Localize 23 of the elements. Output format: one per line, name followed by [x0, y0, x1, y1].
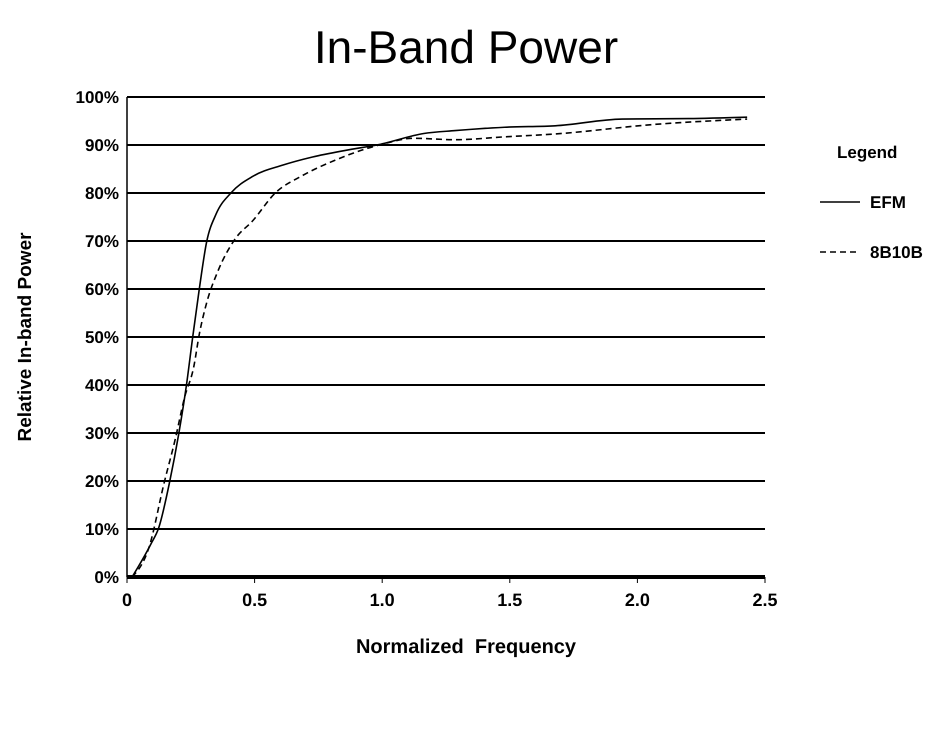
- x-tick-label: 1.0: [370, 590, 395, 610]
- y-tick-label: 30%: [84, 424, 119, 443]
- x-tick-label: 1.5: [497, 590, 522, 610]
- x-tick-label: 2.5: [752, 590, 778, 610]
- legend-label: 8B10B: [870, 243, 923, 262]
- y-tick-label: 80%: [84, 184, 119, 203]
- x-tick-label: 0.5: [242, 590, 268, 610]
- y-tick-label: 70%: [84, 232, 119, 251]
- y-tick-label: 60%: [84, 280, 119, 299]
- y-tick-label: 10%: [84, 520, 119, 539]
- legend-label: EFM: [870, 193, 906, 212]
- y-axis-title: Relative In-band Power: [15, 232, 36, 442]
- y-tick-label: 0%: [94, 568, 119, 587]
- x-tick-label: 0: [122, 590, 132, 610]
- y-tick-label: 50%: [84, 328, 119, 347]
- chart-title: In-Band Power: [314, 21, 618, 73]
- y-tick-label: 90%: [84, 136, 119, 155]
- legend-title: Legend: [837, 143, 898, 162]
- y-tick-label: 100%: [76, 88, 119, 107]
- y-tick-label: 40%: [84, 376, 119, 395]
- x-axis-title: Normalized Frequency: [356, 636, 577, 658]
- x-tick-label: 2.0: [624, 590, 650, 610]
- y-tick-label: 20%: [84, 472, 119, 491]
